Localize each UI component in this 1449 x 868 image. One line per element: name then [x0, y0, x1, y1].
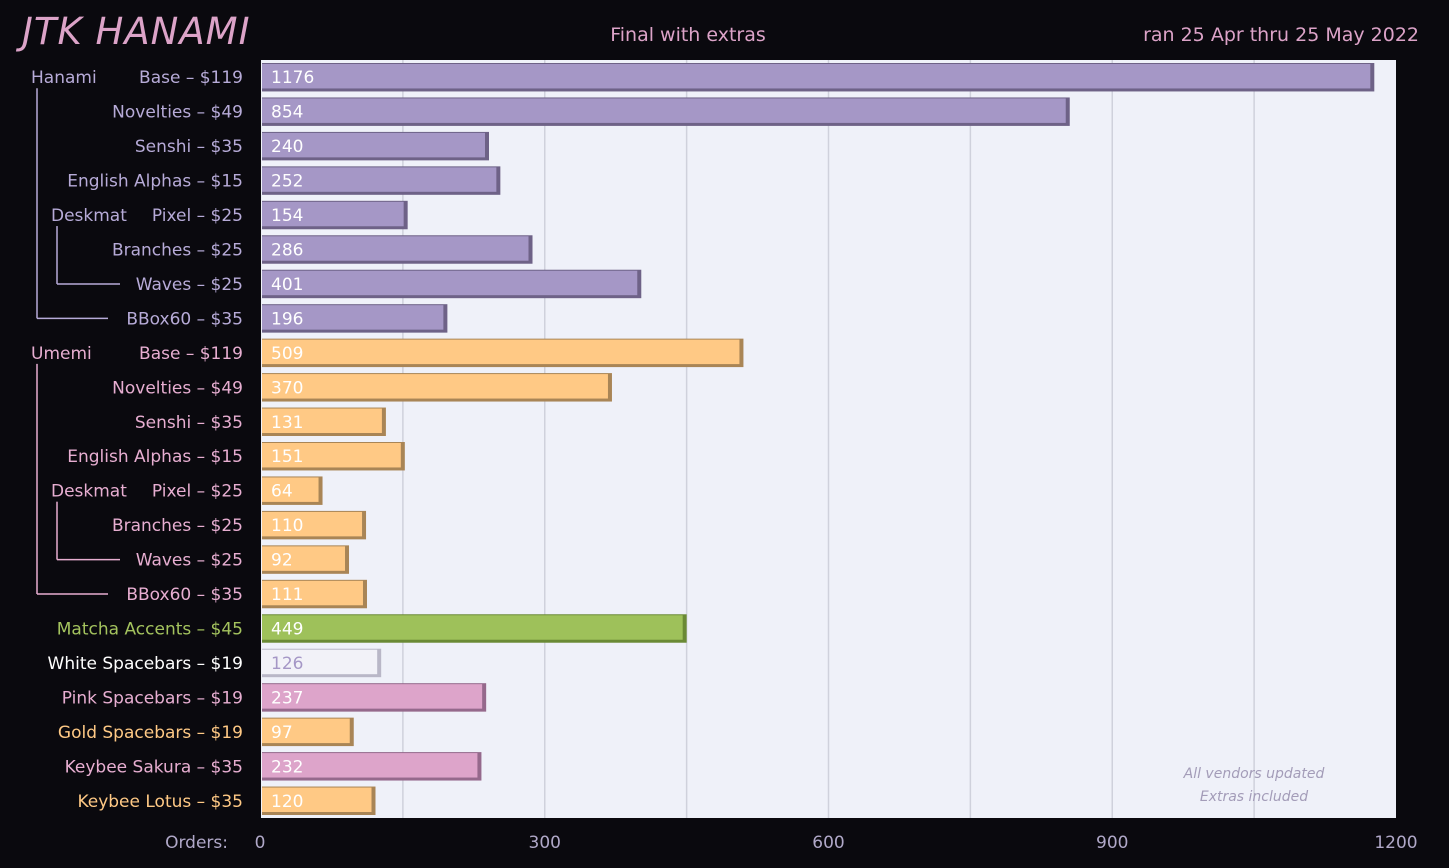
bar-value-label: 126	[271, 654, 303, 674]
bar-value-label: 370	[271, 378, 303, 398]
bar	[262, 339, 740, 365]
category-label: Novelties – $49	[112, 378, 243, 398]
bar	[262, 270, 638, 296]
bar-value-label: 240	[271, 137, 303, 157]
date-range: ran 25 Apr thru 25 May 2022	[1143, 24, 1419, 46]
bar	[262, 615, 683, 640]
bar	[262, 443, 401, 468]
group-label: Deskmat	[51, 206, 127, 226]
bar	[262, 718, 350, 744]
category-label: BBox60 – $35	[126, 309, 243, 329]
bar	[262, 236, 529, 261]
category-label: Matcha Accents – $45	[57, 620, 243, 640]
x-tick-label: 300	[529, 833, 561, 853]
category-label: Pink Spacebars – $19	[62, 688, 243, 708]
category-label: White Spacebars – $19	[48, 654, 243, 674]
x-tick-label: 1200	[1374, 833, 1417, 853]
bar	[262, 753, 478, 778]
bar-value-label: 196	[271, 309, 303, 329]
bar	[262, 580, 363, 606]
bar	[262, 408, 382, 433]
category-label: Novelties – $49	[112, 103, 243, 123]
category-label: Waves – $25	[136, 551, 243, 571]
x-axis-label: Orders:	[165, 833, 228, 853]
bar	[262, 477, 319, 502]
bar-value-label: 154	[271, 206, 303, 226]
category-label: Senshi – $35	[135, 137, 243, 157]
category-label: Keybee Sakura – $35	[65, 757, 243, 777]
category-label: Base – $119	[139, 344, 243, 364]
bar	[262, 787, 372, 812]
bar-value-label: 111	[271, 585, 303, 605]
category-label: Pixel – $25	[152, 206, 243, 226]
bar-value-label: 120	[271, 792, 303, 812]
bar-value-label: 110	[271, 516, 303, 536]
bar	[262, 98, 1066, 123]
chart-subtitle: Final with extras	[610, 24, 766, 46]
bar-value-label: 449	[271, 620, 303, 640]
category-label: Senshi – $35	[135, 413, 243, 433]
group-label: Deskmat	[51, 482, 127, 502]
bar-value-label: 1176	[271, 68, 314, 88]
bar-value-label: 97	[271, 723, 293, 743]
category-label: Keybee Lotus – $35	[77, 792, 243, 812]
bar	[262, 546, 346, 571]
bar	[262, 167, 497, 192]
bar	[262, 511, 363, 537]
bar	[262, 684, 483, 709]
bar-value-label: 509	[271, 344, 303, 364]
bar	[262, 649, 378, 675]
x-tick-label: 900	[1096, 833, 1128, 853]
category-label: BBox60 – $35	[126, 585, 243, 605]
bar-value-label: 131	[271, 413, 303, 433]
bar	[262, 201, 404, 227]
bar	[262, 305, 444, 330]
bar-value-label: 92	[271, 551, 293, 571]
bar-value-label: 237	[271, 688, 303, 708]
bar	[262, 132, 485, 158]
x-tick-label: 0	[255, 833, 266, 853]
bar	[262, 374, 608, 399]
bar-value-label: 232	[271, 757, 303, 777]
group-label: Hanami	[31, 68, 97, 88]
annotation-line: All vendors updated	[1183, 766, 1325, 782]
category-label: English Alphas – $15	[67, 447, 243, 467]
bar-value-label: 151	[271, 447, 303, 467]
bar-value-label: 401	[271, 275, 303, 295]
bar	[262, 64, 1371, 89]
category-label: English Alphas – $15	[67, 172, 243, 192]
category-label: Gold Spacebars – $19	[58, 723, 243, 743]
x-tick-label: 600	[812, 833, 844, 853]
group-label: Umemi	[31, 344, 92, 364]
category-label: Base – $119	[139, 68, 243, 88]
category-label: Branches – $25	[112, 516, 243, 536]
bar-value-label: 252	[271, 172, 303, 192]
bar-value-label: 286	[271, 241, 303, 261]
chart-title: JTK HANAMI	[22, 10, 251, 53]
category-label: Pixel – $25	[152, 482, 243, 502]
category-label: Branches – $25	[112, 241, 243, 261]
category-label: Waves – $25	[136, 275, 243, 295]
bar-value-label: 64	[271, 482, 293, 502]
annotation-line: Extras included	[1200, 789, 1308, 805]
bar-value-label: 854	[271, 103, 303, 123]
